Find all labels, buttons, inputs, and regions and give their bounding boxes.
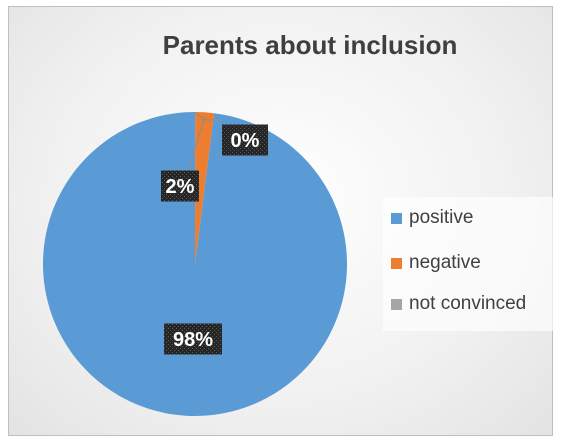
data-label-negative: 2% xyxy=(166,176,195,198)
chart-title: Parents about inclusion xyxy=(162,30,458,60)
legend-swatch-not-convinced xyxy=(391,298,402,310)
data-label-positive: 98% xyxy=(173,329,213,351)
legend-item-not-convinced: not convinced xyxy=(391,293,527,314)
legend-item-negative: negative xyxy=(391,252,481,273)
data-label-box-positive xyxy=(164,323,222,355)
data-label-box-not-convinced xyxy=(222,124,268,156)
legend-swatch-positive xyxy=(391,212,402,224)
legend-label-positive: positive xyxy=(409,207,474,228)
pie-slice-positive xyxy=(43,112,348,416)
legend-item-positive: positive xyxy=(391,207,474,228)
chart-legend: positive negative not convinced xyxy=(383,197,558,331)
legend-label-not-convinced: not convinced xyxy=(409,293,527,314)
legend-label-negative: negative xyxy=(409,252,481,273)
legend-swatch-negative xyxy=(391,257,402,269)
pie-slice-negative xyxy=(195,112,215,264)
leader-line-negative xyxy=(187,116,206,173)
data-label-box-negative xyxy=(161,170,199,202)
data-label-not-convinced: 0% xyxy=(231,130,260,152)
